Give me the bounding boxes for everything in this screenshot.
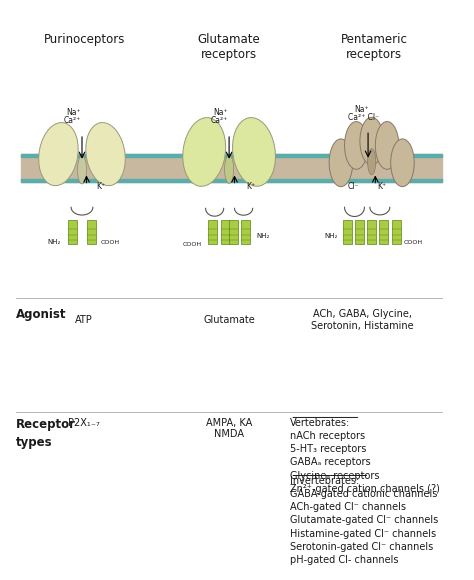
Text: Cl⁻: Cl⁻ — [348, 182, 359, 191]
Ellipse shape — [39, 122, 78, 186]
Bar — [220, 220, 229, 244]
Text: K⁺: K⁺ — [377, 182, 386, 191]
Text: COOH: COOH — [404, 240, 423, 245]
Bar — [68, 220, 77, 244]
Text: Ca²⁺ Cl⁻: Ca²⁺ Cl⁻ — [348, 114, 379, 122]
Ellipse shape — [77, 156, 87, 184]
Text: COOH: COOH — [100, 240, 119, 245]
Ellipse shape — [375, 122, 399, 169]
Bar — [343, 220, 352, 244]
Ellipse shape — [391, 139, 414, 187]
Text: ATP: ATP — [75, 315, 93, 325]
Text: Pentameric
receptors: Pentameric receptors — [340, 32, 407, 61]
Bar — [367, 220, 376, 244]
Text: Invertebrates:
GABA-gated cationic channels
ACh-gated Cl⁻ channels
Glutamate-gat: Invertebrates: GABA-gated cationic chann… — [290, 476, 438, 565]
Text: K⁺: K⁺ — [246, 182, 255, 191]
Bar — [392, 220, 401, 244]
Text: NH₂: NH₂ — [256, 233, 270, 238]
Ellipse shape — [86, 122, 125, 186]
Text: Glutamate
receptors: Glutamate receptors — [198, 32, 261, 61]
Ellipse shape — [233, 118, 275, 186]
Text: Na⁺: Na⁺ — [355, 106, 369, 114]
Text: P2X₁₋₇: P2X₁₋₇ — [68, 418, 100, 427]
Ellipse shape — [345, 122, 368, 169]
Text: Purinoceptors: Purinoceptors — [44, 32, 125, 46]
Bar — [208, 220, 218, 244]
Ellipse shape — [329, 139, 353, 187]
Bar — [87, 220, 96, 244]
Bar — [21, 154, 442, 182]
Bar — [21, 154, 442, 157]
Text: Receptor
types: Receptor types — [17, 418, 76, 449]
Ellipse shape — [225, 155, 234, 183]
Ellipse shape — [368, 148, 376, 175]
Text: Ca²⁺: Ca²⁺ — [210, 116, 228, 125]
Text: K⁺: K⁺ — [96, 182, 106, 191]
Bar — [21, 179, 442, 182]
Bar — [379, 220, 388, 244]
Text: Na⁺: Na⁺ — [214, 108, 228, 117]
Text: AMPA, KA
NMDA: AMPA, KA NMDA — [206, 418, 252, 439]
Bar — [241, 220, 250, 244]
Text: Agonist: Agonist — [17, 308, 67, 321]
Text: Vertebrates:
nACh receptors
5-HT₃ receptors
GABAₐ receptors
Glycineₐ receptors
Z: Vertebrates: nACh receptors 5-HT₃ recept… — [290, 418, 440, 494]
Text: NH₂: NH₂ — [47, 239, 61, 245]
Bar — [228, 220, 237, 244]
Text: ACh, GABA, Glycine,
Serotonin, Histamine: ACh, GABA, Glycine, Serotonin, Histamine — [311, 309, 414, 331]
Text: Glutamate: Glutamate — [203, 315, 255, 325]
Ellipse shape — [360, 117, 383, 165]
Text: COOH: COOH — [182, 242, 201, 246]
Ellipse shape — [183, 118, 226, 186]
Text: Na⁺: Na⁺ — [66, 108, 81, 117]
Text: NH₂: NH₂ — [324, 233, 337, 238]
Text: Ca²⁺: Ca²⁺ — [64, 116, 81, 125]
Bar — [355, 220, 364, 244]
